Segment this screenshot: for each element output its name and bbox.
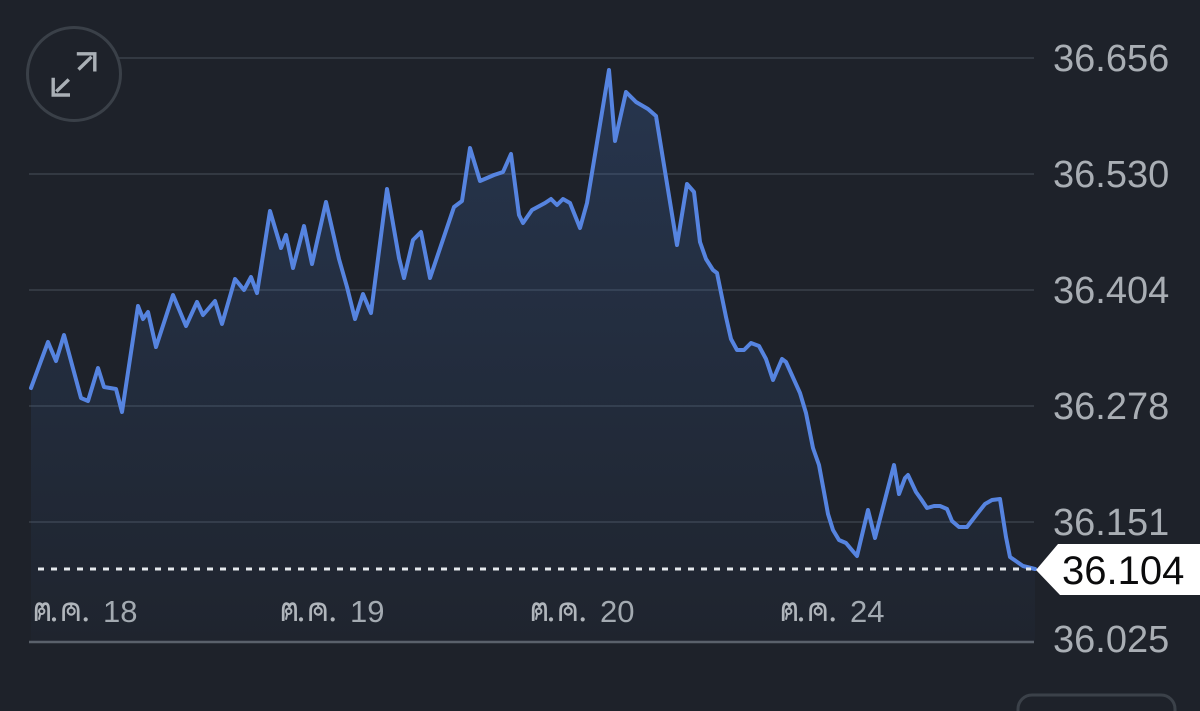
svg-text:36.025: 36.025 [1053,619,1169,661]
svg-text:36.151: 36.151 [1053,502,1169,544]
svg-text:24: 24 [850,594,884,629]
svg-text:36.656: 36.656 [1053,38,1169,80]
svg-text:20: 20 [600,594,634,629]
svg-text:36.278: 36.278 [1053,386,1169,428]
svg-text:36.104: 36.104 [1062,549,1184,593]
svg-text:36.404: 36.404 [1053,270,1169,312]
svg-text:18: 18 [103,594,137,629]
svg-text:19: 19 [350,594,384,629]
svg-text:36.530: 36.530 [1053,154,1169,196]
